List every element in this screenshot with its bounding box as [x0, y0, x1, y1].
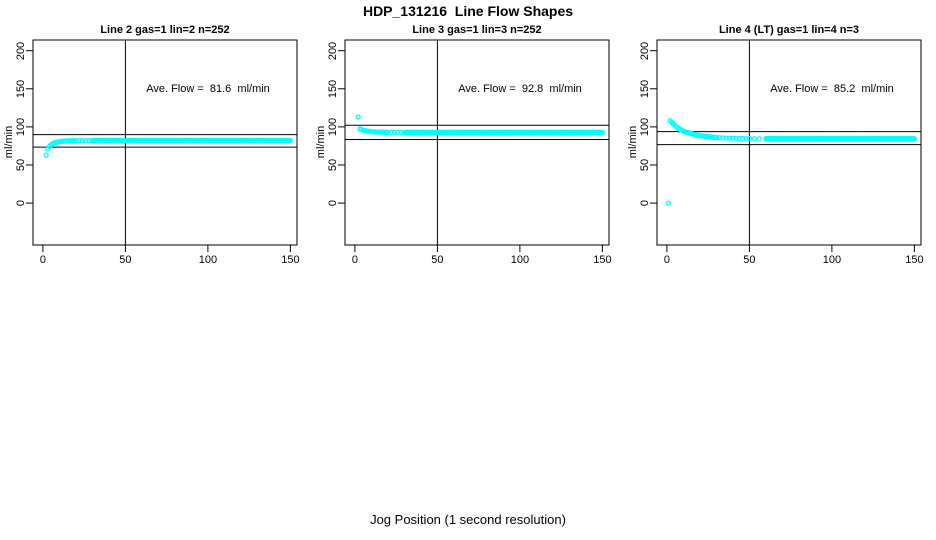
y-tick-label: 100	[15, 117, 27, 137]
y-tick-label: 150	[639, 79, 651, 98]
data-point	[723, 135, 729, 141]
data-point	[665, 200, 672, 206]
ave-flow-annotation: Ave. Flow = 92.8 ml/min	[458, 83, 582, 95]
data-point	[733, 135, 739, 141]
plot-area	[338, 39, 610, 252]
data-point	[746, 135, 753, 142]
plot-box	[656, 39, 922, 246]
data-point	[713, 134, 720, 141]
x-tick-label: 0	[39, 254, 46, 266]
data-point	[79, 137, 86, 144]
y-axis-label: ml/min	[627, 125, 639, 159]
x-tick-label: 150	[593, 254, 612, 266]
x-tick-label: 100	[822, 254, 842, 266]
y-tick-label: 200	[639, 41, 651, 60]
data-point	[730, 135, 736, 141]
data-point	[83, 137, 89, 144]
data-point	[726, 135, 733, 141]
y-tick-label: 150	[15, 79, 27, 98]
data-point	[751, 135, 758, 142]
y-tick-label: 150	[327, 79, 339, 98]
y-tick-label: 100	[327, 117, 339, 137]
x-tick-label: 0	[663, 254, 670, 266]
plot-box	[32, 39, 298, 246]
panel-title: Line 2 gas=1 lin=2 n=252	[100, 24, 230, 36]
data-point	[73, 138, 79, 144]
x-tick-label: 100	[198, 254, 218, 266]
plot-area	[26, 39, 298, 252]
y-tick-label: 50	[327, 158, 339, 172]
data-point	[43, 152, 49, 158]
axis-ticks	[338, 50, 603, 252]
x-tick-label: 50	[743, 254, 756, 266]
panel-line3: Line 3 gas=1 lin=3 n=252 ml/min Ave. Flo…	[312, 0, 624, 300]
x-tick-label: 50	[431, 254, 444, 266]
data-point	[287, 137, 294, 144]
data-point	[911, 136, 918, 142]
ave-flow-annotation: Ave. Flow = 85.2 ml/min	[770, 83, 894, 95]
data-point	[720, 135, 726, 141]
reference-lines	[345, 40, 609, 245]
data-points	[665, 118, 918, 206]
y-axis-label: ml/min	[315, 125, 327, 159]
x-tick-label: 100	[510, 254, 530, 266]
data-point	[756, 135, 762, 142]
y-tick-label: 0	[15, 200, 27, 207]
plot-area	[650, 39, 922, 252]
y-tick-label: 100	[639, 117, 651, 137]
axis-ticks	[650, 50, 915, 252]
data-point	[743, 135, 749, 142]
data-point	[740, 135, 746, 142]
data-point	[76, 137, 82, 144]
panel-line4: Line 4 (LT) gas=1 lin=4 n=3 ml/min Ave. …	[624, 0, 936, 300]
data-point	[395, 129, 401, 136]
panel-title: Line 3 gas=1 lin=3 n=252	[412, 24, 542, 36]
data-point	[736, 135, 743, 142]
x-tick-label: 150	[905, 254, 924, 266]
axis-ticks	[26, 50, 291, 252]
plot-box	[344, 39, 610, 246]
data-points	[43, 137, 294, 158]
data-point	[391, 129, 398, 136]
data-point	[385, 129, 391, 135]
ave-flow-annotation: Ave. Flow = 81.6 ml/min	[146, 83, 270, 95]
figure-title: HDP_131216 Line Flow Shapes	[362, 3, 574, 19]
panel-title: Line 4 (LT) gas=1 lin=4 n=3	[718, 24, 860, 36]
y-axis-label: ml/min	[3, 125, 15, 159]
x-tick-label: 150	[281, 254, 300, 266]
x-axis-label: Jog Position (1 second resolution)	[370, 512, 566, 527]
data-points	[355, 114, 606, 136]
x-tick-label: 0	[351, 254, 358, 266]
y-tick-label: 0	[639, 200, 651, 207]
data-point	[388, 129, 394, 135]
y-tick-label: 200	[15, 41, 27, 60]
reference-lines	[657, 40, 921, 245]
data-point	[717, 135, 723, 141]
data-point	[599, 129, 606, 136]
y-tick-label: 50	[15, 158, 27, 172]
y-tick-label: 50	[639, 158, 651, 172]
y-tick-label: 200	[327, 41, 339, 60]
y-tick-label: 0	[327, 200, 339, 207]
x-tick-label: 50	[119, 254, 132, 266]
panel-line2: Line 2 gas=1 lin=2 n=252 ml/min Ave. Flo…	[0, 0, 312, 300]
data-point	[355, 114, 361, 120]
